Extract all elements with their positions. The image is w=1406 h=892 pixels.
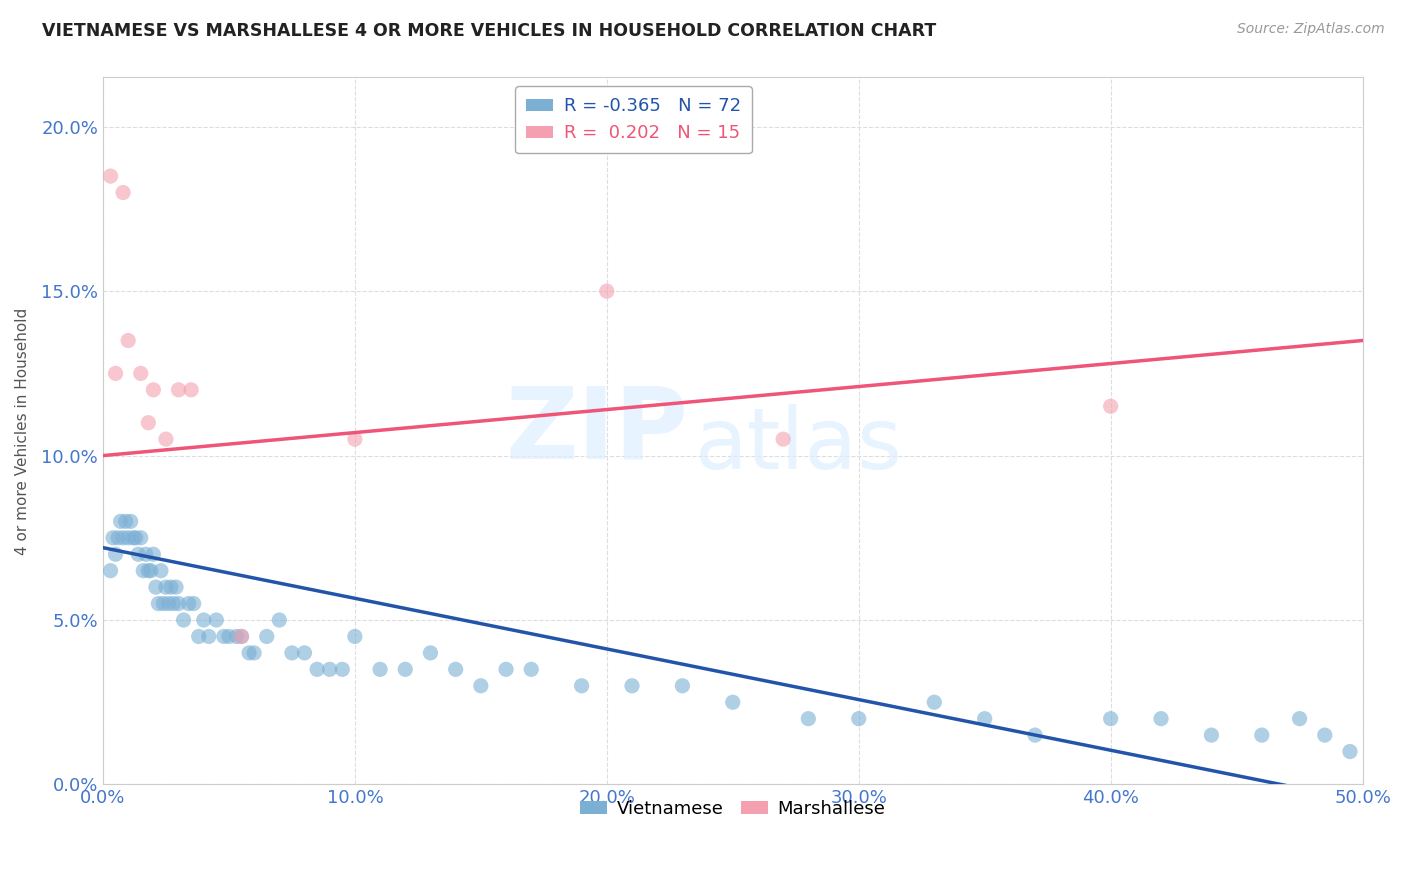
Point — [231, 630, 253, 644]
Point — [394, 662, 416, 676]
Point — [1024, 728, 1046, 742]
Point — [129, 531, 152, 545]
Y-axis label: 4 or more Vehicles in Household: 4 or more Vehicles in Household — [15, 308, 30, 555]
Point — [444, 662, 467, 676]
Point — [973, 712, 995, 726]
Point — [520, 662, 543, 676]
Point — [772, 432, 794, 446]
Point — [1099, 399, 1122, 413]
Point — [721, 695, 744, 709]
Point — [218, 630, 240, 644]
Point — [231, 630, 253, 644]
Point — [1313, 728, 1336, 742]
Point — [100, 564, 122, 578]
Point — [165, 580, 187, 594]
Point — [256, 630, 278, 644]
Point — [797, 712, 820, 726]
Point — [104, 367, 127, 381]
Point — [100, 169, 122, 183]
Point — [122, 531, 145, 545]
Point — [269, 613, 291, 627]
Point — [142, 383, 165, 397]
Point — [167, 383, 190, 397]
Point — [1150, 712, 1173, 726]
Point — [157, 597, 180, 611]
Point — [104, 547, 127, 561]
Point — [1339, 745, 1361, 759]
Text: atlas: atlas — [695, 403, 903, 486]
Point — [187, 630, 209, 644]
Point — [343, 432, 366, 446]
Point — [135, 547, 157, 561]
Point — [924, 695, 946, 709]
Point — [1099, 712, 1122, 726]
Point — [142, 547, 165, 561]
Point — [152, 597, 174, 611]
Point — [117, 531, 139, 545]
Point — [596, 284, 619, 298]
Point — [155, 432, 177, 446]
Point — [112, 531, 135, 545]
Point — [145, 580, 167, 594]
Point — [368, 662, 391, 676]
Point — [173, 613, 195, 627]
Point — [149, 564, 172, 578]
Point — [101, 531, 124, 545]
Point — [160, 580, 183, 594]
Point — [621, 679, 644, 693]
Point — [330, 662, 353, 676]
Point — [243, 646, 266, 660]
Point — [129, 367, 152, 381]
Point — [162, 597, 184, 611]
Point — [155, 580, 177, 594]
Point — [1288, 712, 1310, 726]
Point — [125, 531, 148, 545]
Point — [495, 662, 517, 676]
Point — [197, 630, 219, 644]
Point — [281, 646, 304, 660]
Point — [671, 679, 693, 693]
Point — [238, 646, 260, 660]
Point — [571, 679, 593, 693]
Point — [136, 416, 159, 430]
Point — [193, 613, 215, 627]
Text: ZIP: ZIP — [506, 383, 689, 479]
Point — [307, 662, 329, 676]
Point — [167, 597, 190, 611]
Point — [112, 186, 135, 200]
Point — [205, 613, 228, 627]
Point — [180, 383, 202, 397]
Point — [419, 646, 441, 660]
Point — [1201, 728, 1223, 742]
Point — [470, 679, 492, 693]
Point — [225, 630, 247, 644]
Legend: Vietnamese, Marshallese: Vietnamese, Marshallese — [574, 792, 893, 825]
Point — [117, 334, 139, 348]
Point — [212, 630, 235, 644]
Text: Source: ZipAtlas.com: Source: ZipAtlas.com — [1237, 22, 1385, 37]
Point — [318, 662, 340, 676]
Point — [139, 564, 162, 578]
Text: VIETNAMESE VS MARSHALLESE 4 OR MORE VEHICLES IN HOUSEHOLD CORRELATION CHART: VIETNAMESE VS MARSHALLESE 4 OR MORE VEHI… — [42, 22, 936, 40]
Point — [114, 514, 136, 528]
Point — [177, 597, 200, 611]
Point — [127, 547, 149, 561]
Point — [136, 564, 159, 578]
Point — [120, 514, 142, 528]
Point — [183, 597, 205, 611]
Point — [132, 564, 155, 578]
Point — [848, 712, 870, 726]
Point — [343, 630, 366, 644]
Point — [294, 646, 316, 660]
Point — [148, 597, 170, 611]
Point — [107, 531, 129, 545]
Point — [110, 514, 132, 528]
Point — [1250, 728, 1272, 742]
